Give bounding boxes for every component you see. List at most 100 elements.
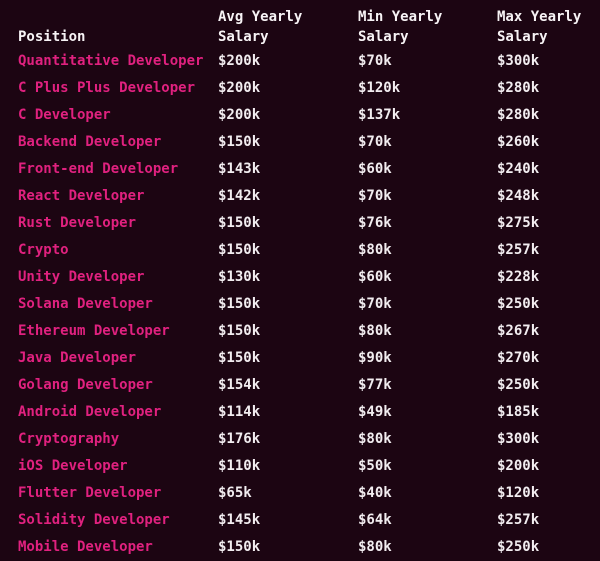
- position-link[interactable]: Java Developer: [18, 349, 137, 366]
- table-row: Cryptography $176k $80k $300k: [18, 425, 600, 452]
- avg-salary-value: $65k: [218, 484, 252, 501]
- avg-salary-value: $145k: [218, 511, 261, 528]
- min-salary-value: $60k: [358, 160, 392, 177]
- table-row: C Developer $200k $137k $280k: [18, 101, 600, 128]
- table-row: C Plus Plus Developer $200k $120k $280k: [18, 74, 600, 101]
- avg-salary-value: $150k: [218, 241, 261, 258]
- min-salary-value: $70k: [358, 52, 392, 69]
- max-salary-value: $275k: [497, 214, 540, 231]
- position-link[interactable]: Unity Developer: [18, 268, 145, 285]
- position-link[interactable]: Mobile Developer: [18, 538, 153, 555]
- table-row: Rust Developer $150k $76k $275k: [18, 209, 600, 236]
- min-salary-value: $70k: [358, 133, 392, 150]
- min-salary-value: $40k: [358, 484, 392, 501]
- min-salary-value: $70k: [358, 187, 392, 204]
- avg-salary-value: $143k: [218, 160, 261, 177]
- table-row: Backend Developer $150k $70k $260k: [18, 128, 600, 155]
- min-salary-value: $60k: [358, 268, 392, 285]
- position-link[interactable]: Golang Developer: [18, 376, 153, 393]
- max-salary-value: $120k: [497, 484, 540, 501]
- max-salary-value: $270k: [497, 349, 540, 366]
- max-salary-value: $185k: [497, 403, 540, 420]
- min-salary-value: $90k: [358, 349, 392, 366]
- min-salary-value: $77k: [358, 376, 392, 393]
- table-row: Solidity Developer $145k $64k $257k: [18, 506, 600, 533]
- max-salary-value: $240k: [497, 160, 540, 177]
- table-row: Crypto $150k $80k $257k: [18, 236, 600, 263]
- max-salary-value: $250k: [497, 295, 540, 312]
- position-link[interactable]: C Plus Plus Developer: [18, 79, 196, 96]
- position-link[interactable]: Android Developer: [18, 403, 162, 420]
- avg-salary-value: $130k: [218, 268, 261, 285]
- table-row: Unity Developer $130k $60k $228k: [18, 263, 600, 290]
- min-salary-value: $80k: [358, 322, 392, 339]
- table-row: iOS Developer $110k $50k $200k: [18, 452, 600, 479]
- table-body: Quantitative Developer $200k $70k $300k …: [18, 47, 600, 560]
- table-header-row: Position Avg Yearly Salary Min Yearly Sa…: [18, 7, 600, 47]
- position-link[interactable]: Backend Developer: [18, 133, 162, 150]
- min-salary-value: $50k: [358, 457, 392, 474]
- position-link[interactable]: Solidity Developer: [18, 511, 170, 528]
- table-row: Golang Developer $154k $77k $250k: [18, 371, 600, 398]
- position-link[interactable]: React Developer: [18, 187, 145, 204]
- position-link[interactable]: Ethereum Developer: [18, 322, 170, 339]
- position-link[interactable]: Flutter Developer: [18, 484, 162, 501]
- column-header-position: Position: [18, 29, 86, 45]
- column-header-min-yearly-salary: Min Yearly Salary: [358, 9, 443, 45]
- position-link[interactable]: Quantitative Developer: [18, 52, 204, 69]
- max-salary-value: $280k: [497, 79, 540, 96]
- table-row: Java Developer $150k $90k $270k: [18, 344, 600, 371]
- avg-salary-value: $200k: [218, 106, 261, 123]
- max-salary-value: $257k: [497, 511, 540, 528]
- position-link[interactable]: iOS Developer: [18, 457, 128, 474]
- max-salary-value: $250k: [497, 376, 540, 393]
- max-salary-value: $200k: [497, 457, 540, 474]
- min-salary-value: $80k: [358, 430, 392, 447]
- position-link[interactable]: Cryptography: [18, 430, 120, 447]
- avg-salary-value: $150k: [218, 295, 261, 312]
- table-row: Flutter Developer $65k $40k $120k: [18, 479, 600, 506]
- table-row: Mobile Developer $150k $80k $250k: [18, 533, 600, 560]
- avg-salary-value: $200k: [218, 52, 261, 69]
- table-row: Solana Developer $150k $70k $250k: [18, 290, 600, 317]
- position-link[interactable]: C Developer: [18, 106, 111, 123]
- min-salary-value: $137k: [358, 106, 401, 123]
- min-salary-value: $80k: [358, 241, 392, 258]
- position-link[interactable]: Front-end Developer: [18, 160, 179, 177]
- max-salary-value: $300k: [497, 52, 540, 69]
- avg-salary-value: $150k: [218, 349, 261, 366]
- max-salary-value: $300k: [497, 430, 540, 447]
- min-salary-value: $49k: [358, 403, 392, 420]
- max-salary-value: $228k: [497, 268, 540, 285]
- table-row: React Developer $142k $70k $248k: [18, 182, 600, 209]
- min-salary-value: $64k: [358, 511, 392, 528]
- max-salary-value: $248k: [497, 187, 540, 204]
- avg-salary-value: $150k: [218, 322, 261, 339]
- max-salary-value: $257k: [497, 241, 540, 258]
- min-salary-value: $80k: [358, 538, 392, 555]
- max-salary-value: $280k: [497, 106, 540, 123]
- max-salary-value: $250k: [497, 538, 540, 555]
- avg-salary-value: $114k: [218, 403, 261, 420]
- avg-salary-value: $200k: [218, 79, 261, 96]
- avg-salary-value: $150k: [218, 214, 261, 231]
- min-salary-value: $76k: [358, 214, 392, 231]
- avg-salary-value: $150k: [218, 538, 261, 555]
- avg-salary-value: $154k: [218, 376, 261, 393]
- min-salary-value: $120k: [358, 79, 401, 96]
- avg-salary-value: $110k: [218, 457, 261, 474]
- column-header-avg-yearly-salary: Avg Yearly Salary: [218, 9, 303, 45]
- position-link[interactable]: Rust Developer: [18, 214, 137, 231]
- table-row: Android Developer $114k $49k $185k: [18, 398, 600, 425]
- position-link[interactable]: Solana Developer: [18, 295, 153, 312]
- table-row: Ethereum Developer $150k $80k $267k: [18, 317, 600, 344]
- table-row: Front-end Developer $143k $60k $240k: [18, 155, 600, 182]
- position-link[interactable]: Crypto: [18, 241, 69, 258]
- min-salary-value: $70k: [358, 295, 392, 312]
- table-row: Quantitative Developer $200k $70k $300k: [18, 47, 600, 74]
- avg-salary-value: $142k: [218, 187, 261, 204]
- max-salary-value: $260k: [497, 133, 540, 150]
- avg-salary-value: $150k: [218, 133, 261, 150]
- avg-salary-value: $176k: [218, 430, 261, 447]
